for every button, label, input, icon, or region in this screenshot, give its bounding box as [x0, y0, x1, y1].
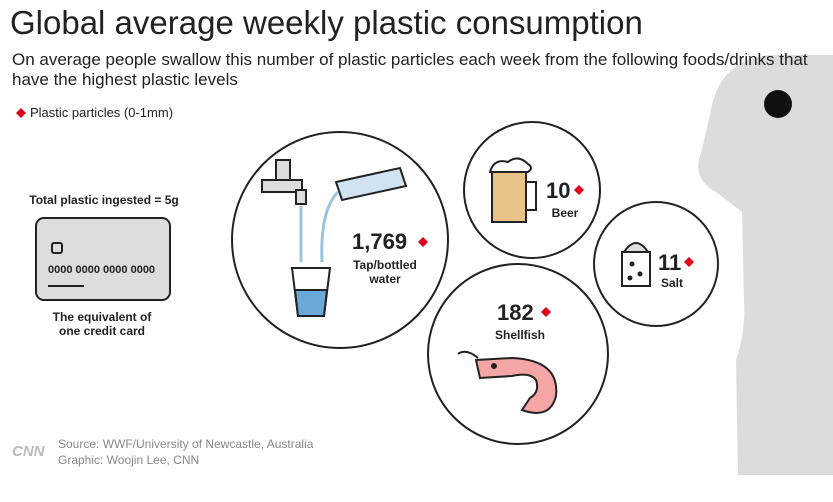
beer-circle [463, 121, 601, 259]
card-caption: The equivalent of one credit card [52, 310, 152, 338]
value-marker [684, 257, 694, 267]
source: Source: WWF/University of Newcastle, Aus… [58, 437, 314, 451]
card-chip [51, 242, 63, 254]
item-name: Salt [660, 276, 683, 290]
subtitle: On average people swallow this number of… [12, 50, 808, 89]
logo: CNN [12, 443, 45, 460]
salt-icon [621, 242, 651, 287]
card-total: Total plastic ingested = 5g [29, 193, 179, 207]
item-name: Beer [551, 206, 579, 220]
shrimp-icon [457, 350, 558, 414]
shellfish-circle [427, 263, 609, 445]
value-label: 1,769 [352, 229, 408, 254]
value-label: 182 [497, 300, 534, 325]
beer-icon [488, 157, 537, 223]
water-circle [231, 131, 449, 349]
title: Global average weekly plastic consumptio… [10, 4, 643, 41]
legend-label: Plastic particles (0-1mm) [30, 105, 174, 120]
value-marker [541, 307, 551, 317]
value-label: 10 [546, 178, 571, 203]
water-icon [261, 159, 408, 317]
value-marker [418, 237, 428, 247]
value-marker [574, 185, 584, 195]
credit: Graphic: Woojin Lee, CNN [58, 453, 200, 467]
head-silhouette [698, 55, 833, 475]
legend-marker [16, 108, 26, 118]
item-name: Shellfish [494, 328, 545, 342]
item-name: Tap/bottled water [353, 258, 417, 286]
value-label: 11 [658, 250, 682, 275]
card-number: 0000 0000 0000 0000 [48, 264, 156, 276]
credit-card [35, 217, 171, 301]
eye [764, 90, 792, 118]
salt-circle [593, 201, 719, 327]
